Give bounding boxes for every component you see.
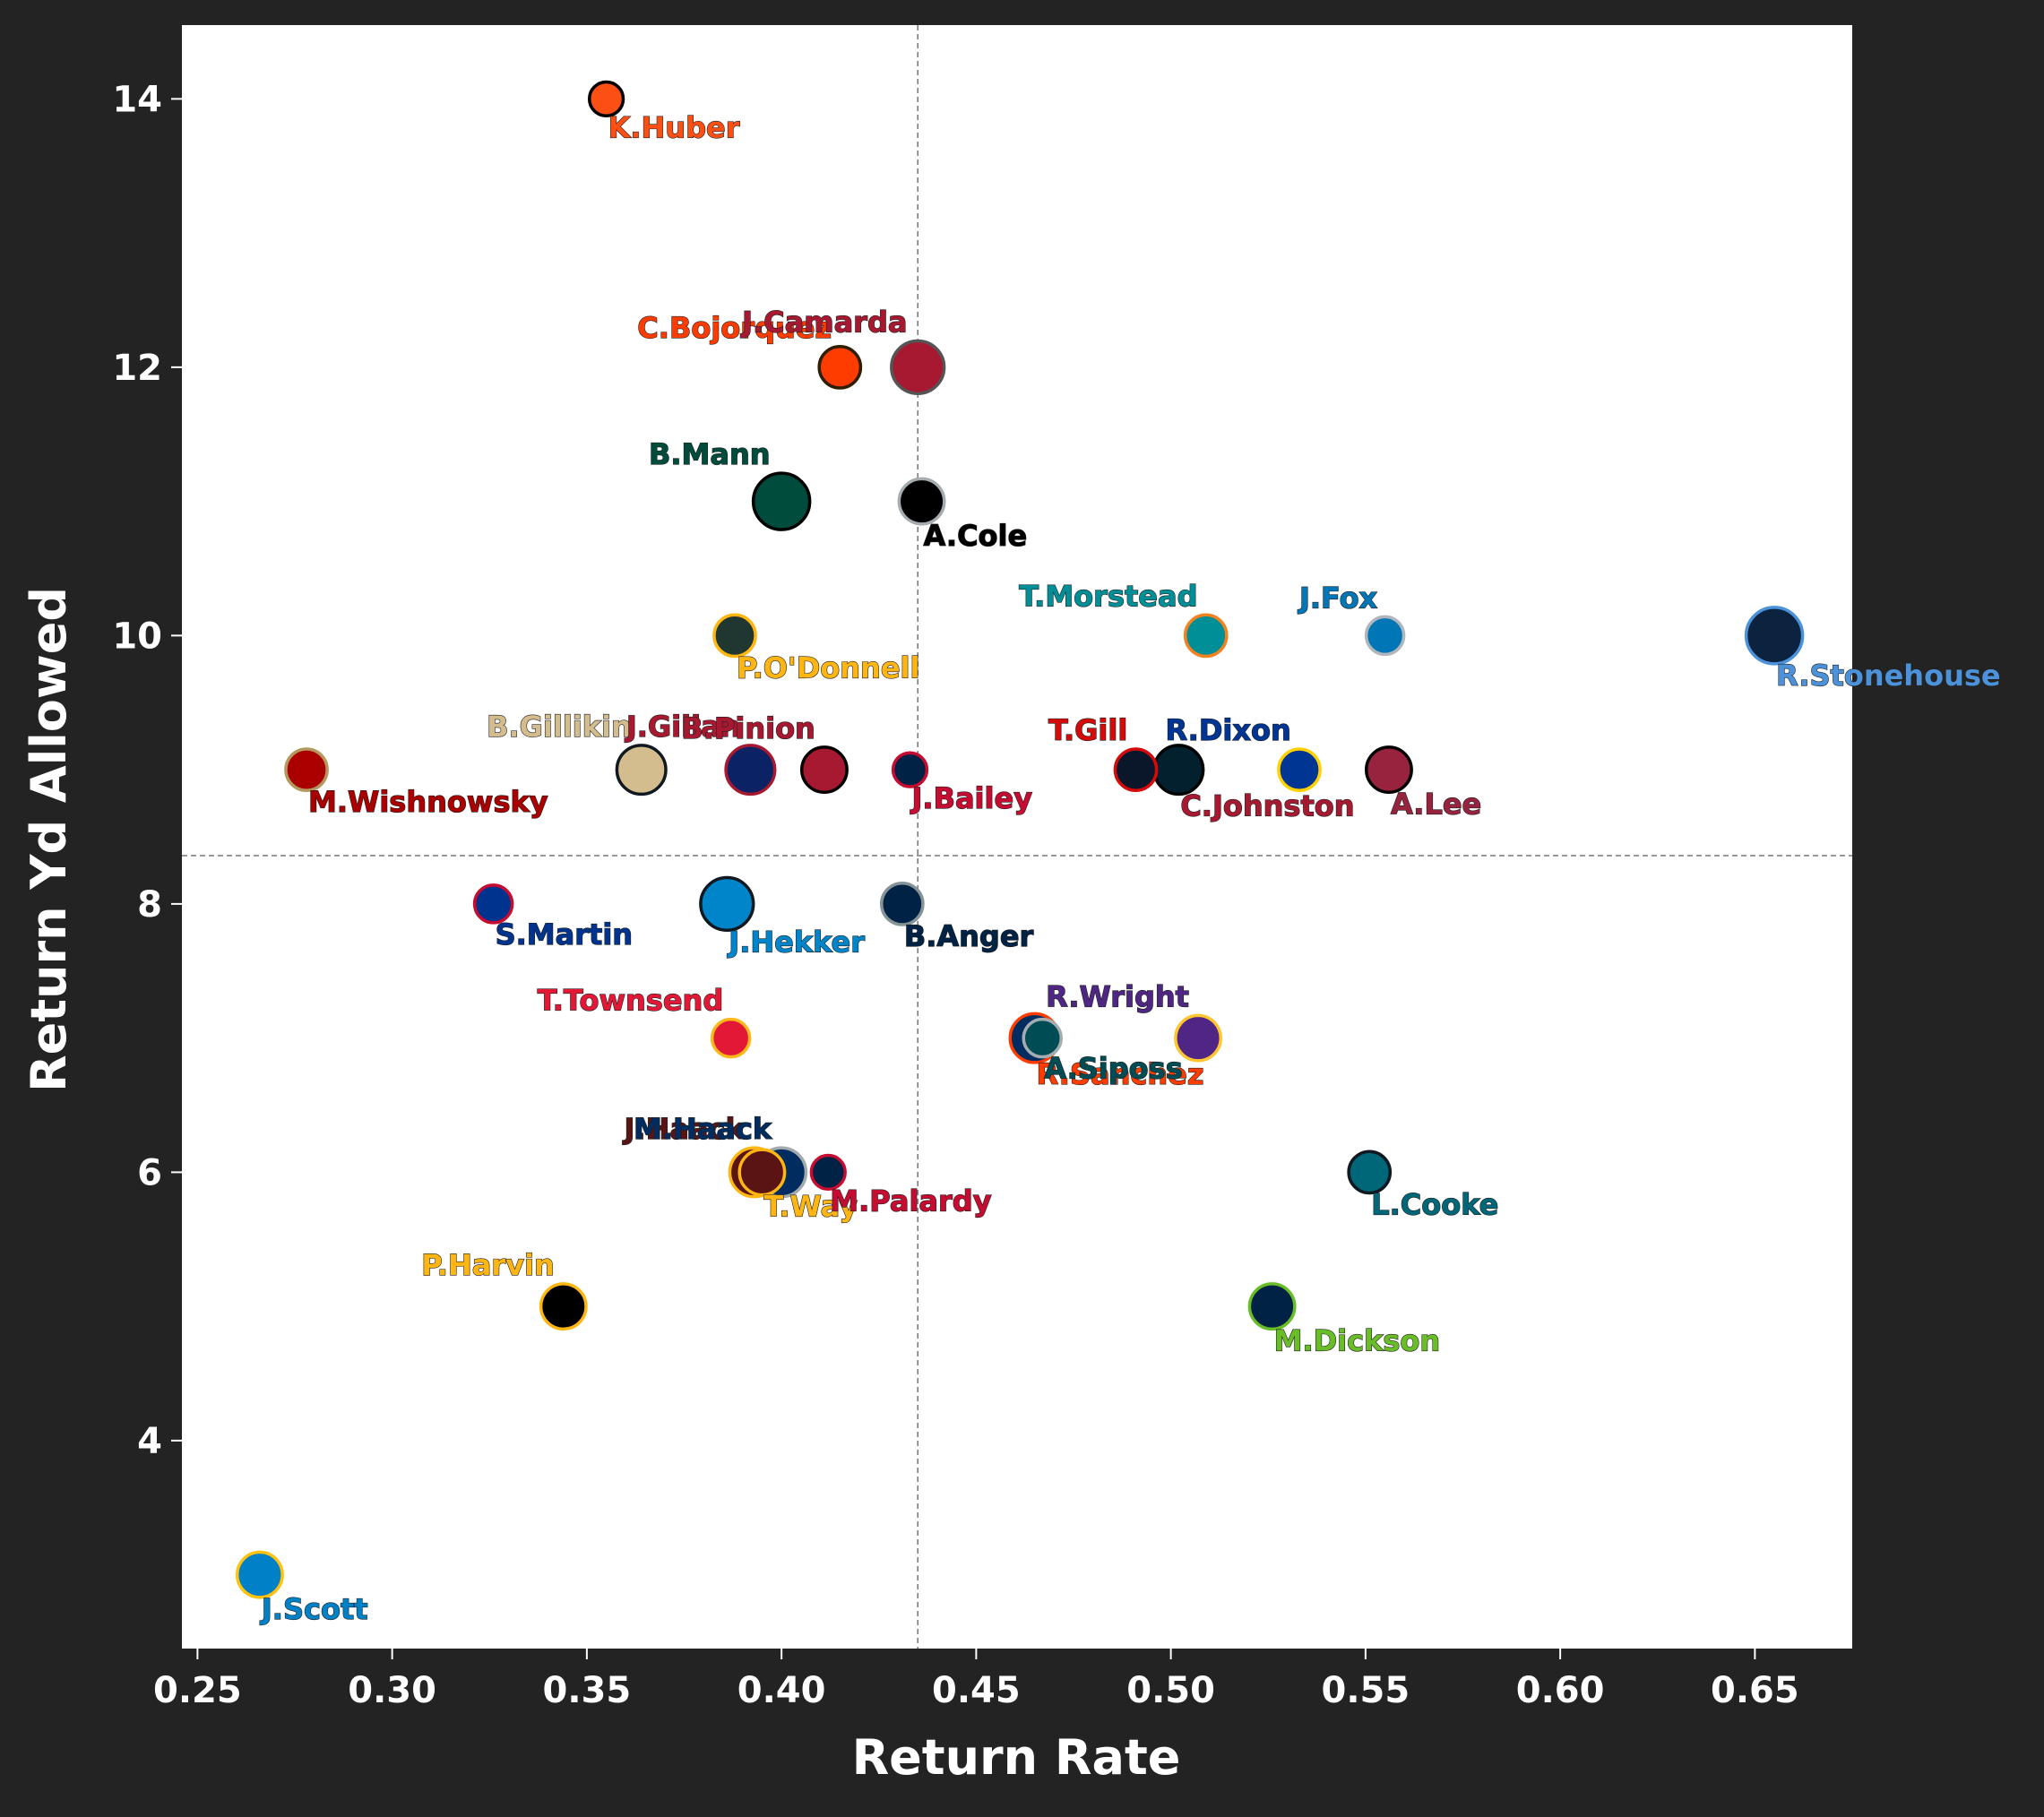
point-label: R.Dixon: [1165, 713, 1290, 747]
data-point: [699, 875, 755, 933]
x-tick-label: 0.60: [1516, 1670, 1605, 1711]
point-label: M.Palardy: [830, 1184, 991, 1218]
y-axis-ticks: 4 6 8 10 12 14: [112, 79, 182, 1462]
data-point: [1113, 747, 1159, 792]
point-label: K.Huber: [608, 110, 740, 144]
data-point: [891, 751, 929, 788]
point-label: P.Harvin: [421, 1248, 555, 1282]
data-point: [710, 1017, 752, 1059]
data-point: [1174, 1013, 1222, 1063]
data-point: [1183, 613, 1229, 659]
point-label: A.Cole: [924, 519, 1028, 553]
point-label: J.Scott: [260, 1592, 368, 1626]
data-point: [235, 1550, 284, 1599]
data-point: [284, 747, 329, 792]
reference-lines: [182, 25, 1852, 1649]
y-tick-label: 14: [112, 79, 162, 120]
point-label: B.Gillikin: [487, 710, 632, 744]
data-point: [1347, 1150, 1393, 1195]
x-tick-label: 0.40: [737, 1670, 826, 1711]
x-tick-label: 0.50: [1126, 1670, 1215, 1711]
point-label: T.Way: [763, 1190, 858, 1224]
data-point: [1022, 1017, 1063, 1059]
y-axis-label: Return Yd Allowed: [21, 587, 77, 1092]
point-label: M.Wishnowsky: [308, 785, 548, 819]
x-axis-label: Return Rate: [852, 1729, 1181, 1786]
point-label: S.Martin: [496, 917, 633, 952]
point-label: R.Stonehouse: [1776, 659, 2000, 693]
point-label: M.Haack: [634, 1112, 772, 1146]
data-point: [809, 1153, 847, 1192]
x-tick-label: 0.45: [932, 1670, 1021, 1711]
point-label: A.Lee: [1391, 787, 1481, 821]
data-point: [615, 744, 668, 797]
x-axis-ticks: 0.25 0.30 0.35 0.40 0.45 0.50 0.55 0.60 0.65: [153, 1649, 1799, 1711]
point-label: A.Siposs: [1044, 1052, 1183, 1086]
point-label: T.Morstead: [1019, 579, 1197, 613]
point-label: T.Gill: [1048, 713, 1127, 747]
y-tick-label: 6: [137, 1152, 162, 1193]
point-label: C.Bojorquez: [637, 311, 832, 345]
point-label: J.Camarda: [740, 305, 907, 339]
data-point: [724, 744, 777, 797]
point-label: T.Townsend: [538, 984, 723, 1018]
data-point: [712, 613, 757, 659]
data-point: [1247, 1282, 1297, 1331]
data-points: [235, 80, 1805, 1599]
data-point: [1277, 747, 1322, 792]
y-tick-label: 8: [137, 884, 162, 926]
point-label: J.Gillan: [625, 710, 741, 744]
point-label: J.Hekker: [727, 925, 865, 959]
point-label: M.Dickson: [1274, 1323, 1441, 1357]
data-point: [879, 882, 925, 926]
data-point: [890, 339, 946, 396]
point-label: R.Wright: [1046, 979, 1189, 1013]
point-label: L.Cooke: [1371, 1187, 1498, 1221]
x-tick-label: 0.55: [1322, 1670, 1410, 1711]
point-label: C.Johnston: [1180, 788, 1354, 822]
y-tick-label: 4: [137, 1421, 162, 1462]
data-point: [1364, 615, 1406, 657]
data-point: [1364, 745, 1413, 795]
data-point: [737, 1148, 787, 1197]
point-label: B.Pinion: [681, 711, 815, 745]
y-tick-label: 10: [112, 616, 162, 657]
x-tick-label: 0.25: [153, 1670, 242, 1711]
data-point: [897, 477, 946, 526]
data-point: [587, 80, 625, 118]
point-label: P.O'Donnell: [737, 650, 919, 685]
data-point: [472, 883, 514, 925]
data-point: [539, 1282, 588, 1331]
point-label: J.Fox: [1298, 581, 1378, 615]
data-point: [751, 471, 812, 531]
data-point: [1152, 744, 1205, 797]
x-tick-label: 0.35: [543, 1670, 632, 1711]
data-point: [1744, 606, 1805, 666]
data-point: [799, 745, 849, 795]
point-label: B.Anger: [904, 919, 1034, 953]
y-tick-label: 12: [112, 348, 162, 389]
data-point: [817, 345, 863, 390]
x-tick-label: 0.65: [1711, 1670, 1799, 1711]
point-label: B.Mann: [649, 437, 771, 471]
x-tick-label: 0.30: [348, 1670, 436, 1711]
point-label: J.Bailey: [910, 781, 1033, 815]
plot-area: [182, 25, 1852, 1649]
point-label: J.Haack: [623, 1112, 746, 1146]
point-label: R.Sanchez: [1037, 1057, 1204, 1091]
